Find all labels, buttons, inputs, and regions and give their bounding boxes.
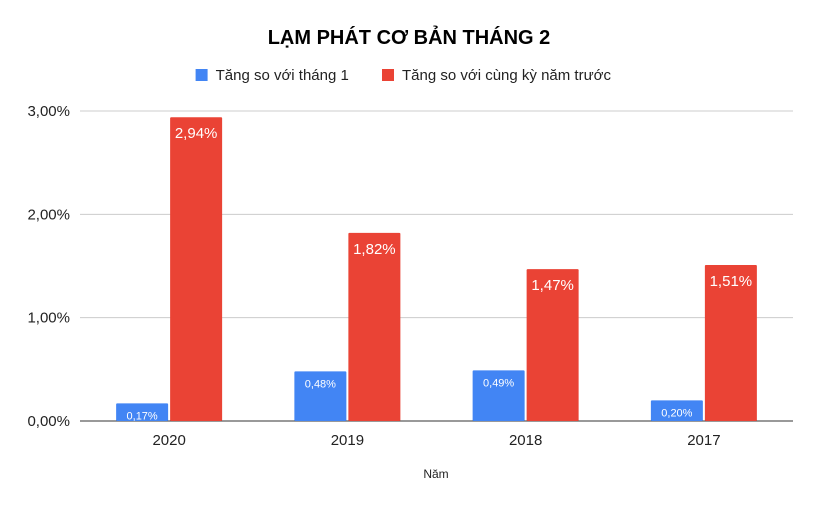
x-tick-label: 2019 <box>331 432 364 449</box>
y-tick-label: 1,00% <box>27 310 70 327</box>
data-label-2020-series-1: 0,17% <box>127 410 158 422</box>
chart-title: LẠM PHÁT CƠ BẢN THÁNG 2 <box>268 26 551 49</box>
y-axis: 0,00% 1,00% 2,00% 3,00% <box>27 103 70 430</box>
x-tick-label: 2020 <box>152 432 185 449</box>
bar-2019-series-1 <box>294 371 347 421</box>
legend: Tăng so với tháng 1 Tăng so với cùng kỳ n… <box>195 67 611 84</box>
bars: 0,17% 2,94% 0,48% 1,82% 0,49% 1,47% 0,20% 1,51% <box>116 117 757 422</box>
y-tick-label: 2,00% <box>27 206 70 223</box>
x-axis-label: Năm <box>423 467 448 481</box>
bar-2019-series-2 <box>348 232 401 421</box>
x-tick-label: 2018 <box>509 432 542 449</box>
legend-swatch-2 <box>382 69 394 81</box>
data-label-2017-series-2: 1,51% <box>710 273 753 290</box>
bar-2018-series-2 <box>526 269 579 421</box>
bar-2017-series-2 <box>704 264 757 421</box>
data-label-2018-series-1: 0,49% <box>483 377 514 389</box>
y-tick-label: 0,00% <box>27 413 70 430</box>
legend-swatch-1 <box>195 69 208 81</box>
y-tick-label: 3,00% <box>27 103 70 120</box>
legend-entry-2: Tăng so với cùng kỳ năm trước <box>402 67 611 84</box>
x-tick-label: 2017 <box>687 432 720 449</box>
legend-entry-1: Tăng so với tháng 1 <box>216 67 349 84</box>
data-label-2020-series-2: 2,94% <box>175 125 218 142</box>
data-label-2018-series-2: 1,47% <box>531 277 574 294</box>
data-label-2019-series-2: 1,82% <box>353 241 396 258</box>
bar-2020-series-2 <box>170 117 223 421</box>
bar-2017-series-1 <box>650 400 703 421</box>
data-label-2017-series-1: 0,20% <box>661 407 692 419</box>
data-label-2019-series-1: 0,48% <box>305 378 336 390</box>
bar-2018-series-1 <box>472 370 525 421</box>
bar-2020-series-1 <box>116 403 169 421</box>
x-axis: 2020 2019 2018 2017 <box>152 432 720 449</box>
